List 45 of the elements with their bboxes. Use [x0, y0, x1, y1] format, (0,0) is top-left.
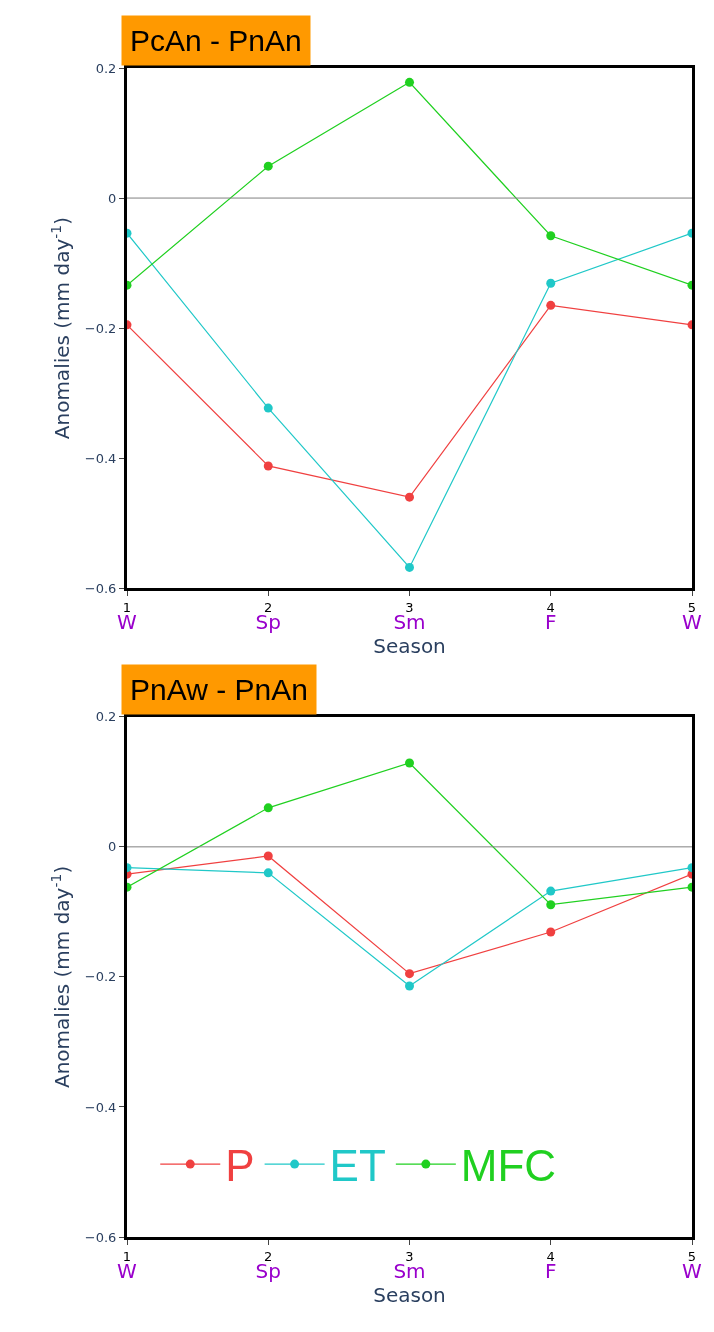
chart-title: PnAw - PnAn	[130, 673, 308, 706]
y-tick-label: −0.4	[84, 450, 117, 466]
point	[405, 758, 414, 768]
point	[263, 803, 273, 813]
x-tick-label: 1 W	[117, 599, 138, 634]
point	[263, 851, 273, 861]
point	[263, 868, 273, 878]
point	[546, 278, 556, 288]
x-tick-label: 3 Sm	[393, 1248, 426, 1283]
point	[405, 562, 414, 572]
point	[546, 231, 556, 241]
legend-label: P	[225, 1141, 255, 1191]
point	[405, 77, 414, 87]
y-tick-label: 0.2	[95, 60, 117, 76]
y-tick-label: 0	[108, 190, 117, 206]
legend-label: ET	[329, 1141, 386, 1191]
y-tick-label: 0	[108, 839, 117, 855]
point	[263, 161, 273, 171]
x-tick-label: 5 W	[682, 1248, 703, 1283]
x-axis-title: Season	[373, 633, 446, 658]
chart-title: PcAn - PnAn	[130, 24, 302, 57]
y-tick-label: −0.2	[84, 969, 117, 985]
x-axis-title: Season	[373, 1282, 446, 1307]
x-tick-label: 2 Sp	[255, 599, 281, 634]
y-tick-label: 0.2	[95, 709, 117, 725]
x-tick-label: 5 W	[682, 599, 703, 634]
y-tick-label: −0.6	[84, 1229, 117, 1245]
point	[405, 492, 414, 502]
y-tick-label: −0.4	[84, 1099, 117, 1115]
point	[546, 886, 556, 896]
legend-label: MFC	[460, 1141, 557, 1191]
point	[546, 927, 556, 937]
point	[263, 461, 273, 471]
x-tick-label: 4 F	[544, 599, 557, 634]
point	[405, 969, 414, 979]
point	[405, 981, 414, 991]
y-tick-label: −0.6	[84, 580, 117, 596]
x-tick-label: 3 Sm	[393, 599, 426, 634]
y-tick-label: −0.2	[84, 320, 117, 336]
x-tick-label: 4 F	[544, 1248, 557, 1283]
point	[263, 403, 273, 413]
point	[546, 300, 556, 310]
point	[546, 900, 556, 910]
x-tick-label: 2 Sp	[255, 1248, 281, 1283]
x-tick-label: 1 W	[117, 1248, 138, 1283]
